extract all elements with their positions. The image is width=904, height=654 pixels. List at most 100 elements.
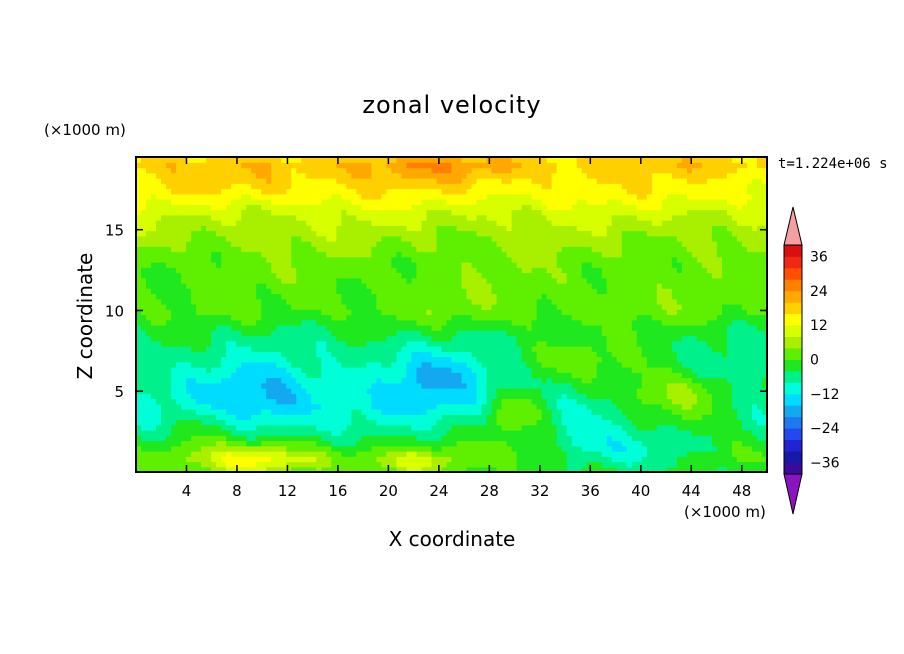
field-cell [636, 367, 643, 373]
field-cell [456, 314, 463, 321]
field-cell [501, 304, 508, 310]
field-cell [586, 367, 593, 373]
field-cell [576, 388, 583, 394]
field-cell [201, 430, 207, 436]
field-cell [651, 267, 658, 274]
field-cell [706, 393, 713, 400]
field-cell [606, 403, 613, 410]
field-cell [601, 288, 608, 295]
field-cell [356, 272, 362, 279]
field-cell [591, 424, 598, 431]
field-cell [326, 461, 332, 468]
field-cell [446, 414, 453, 421]
field-cell [416, 398, 423, 405]
field-cell [756, 293, 763, 300]
field-cell [571, 445, 578, 452]
field-cell [156, 403, 162, 410]
field-cell [156, 267, 162, 274]
field-cell [401, 288, 408, 295]
field-cell [651, 367, 658, 373]
field-cell [456, 398, 463, 405]
field-cell [381, 262, 387, 268]
field-cell [686, 419, 693, 426]
field-cell [706, 377, 713, 384]
field-cell [336, 298, 342, 305]
field-cell [566, 393, 573, 400]
field-cell [141, 372, 147, 379]
field-cell [486, 288, 493, 295]
field-cell [696, 393, 703, 400]
field-cell [461, 361, 468, 368]
field-cell [146, 309, 152, 316]
field-cell [621, 419, 628, 426]
field-cell [476, 451, 483, 457]
field-cell [416, 382, 423, 389]
field-cell [691, 456, 698, 463]
field-cell [186, 403, 192, 410]
field-cell [146, 262, 152, 268]
field-cell [186, 377, 192, 384]
field-cell [551, 419, 558, 426]
field-cell [696, 319, 703, 326]
field-cell [646, 335, 653, 342]
field-cell [156, 435, 162, 442]
field-cell [576, 330, 583, 337]
field-cell [161, 382, 167, 389]
field-cell [396, 367, 403, 373]
field-cell [626, 377, 633, 384]
field-cell [141, 267, 147, 274]
field-cell [156, 272, 162, 279]
field-cell [636, 461, 643, 468]
field-cell [356, 451, 362, 457]
field-cell [576, 414, 583, 421]
field-cell [156, 262, 162, 268]
field-cell [671, 445, 678, 452]
field-cell [341, 277, 347, 284]
field-cell [166, 304, 172, 310]
field-cell [296, 283, 302, 289]
field-cell [361, 309, 367, 316]
field-cell [281, 288, 287, 295]
field-cell [706, 419, 713, 426]
field-cell [691, 419, 698, 426]
field-cell [296, 451, 302, 457]
field-cell [701, 403, 708, 410]
field-cell [386, 330, 393, 337]
field-cell [391, 340, 398, 347]
field-cell [221, 451, 227, 457]
field-cell [321, 456, 327, 463]
field-cell [406, 298, 413, 305]
field-cell [746, 377, 753, 384]
field-cell [726, 398, 733, 405]
field-cell [256, 293, 262, 300]
field-cell [476, 304, 483, 310]
field-cell [446, 356, 453, 363]
field-cell [751, 388, 758, 394]
field-cell [716, 277, 723, 284]
field-cell [406, 304, 413, 310]
field-cell [621, 456, 628, 463]
field-cell [471, 351, 478, 358]
field-cell [151, 456, 157, 463]
field-cell [276, 319, 282, 326]
field-cell [506, 330, 513, 337]
field-cell [176, 277, 182, 284]
field-cell [501, 335, 508, 342]
field-cell [271, 367, 277, 373]
field-cell [231, 298, 237, 305]
field-cell [346, 346, 352, 352]
field-cell [326, 298, 332, 305]
field-cell [711, 414, 718, 421]
field-cell [206, 419, 212, 426]
field-cell [546, 466, 553, 472]
field-cell [456, 424, 463, 431]
field-cell [191, 451, 197, 457]
field-cell [461, 435, 468, 442]
field-cell [366, 382, 372, 389]
field-cell [566, 435, 573, 442]
field-cell [506, 419, 513, 426]
field-cell [611, 267, 618, 274]
field-cell [216, 346, 222, 352]
field-cell [666, 388, 673, 394]
field-cell [456, 466, 463, 472]
